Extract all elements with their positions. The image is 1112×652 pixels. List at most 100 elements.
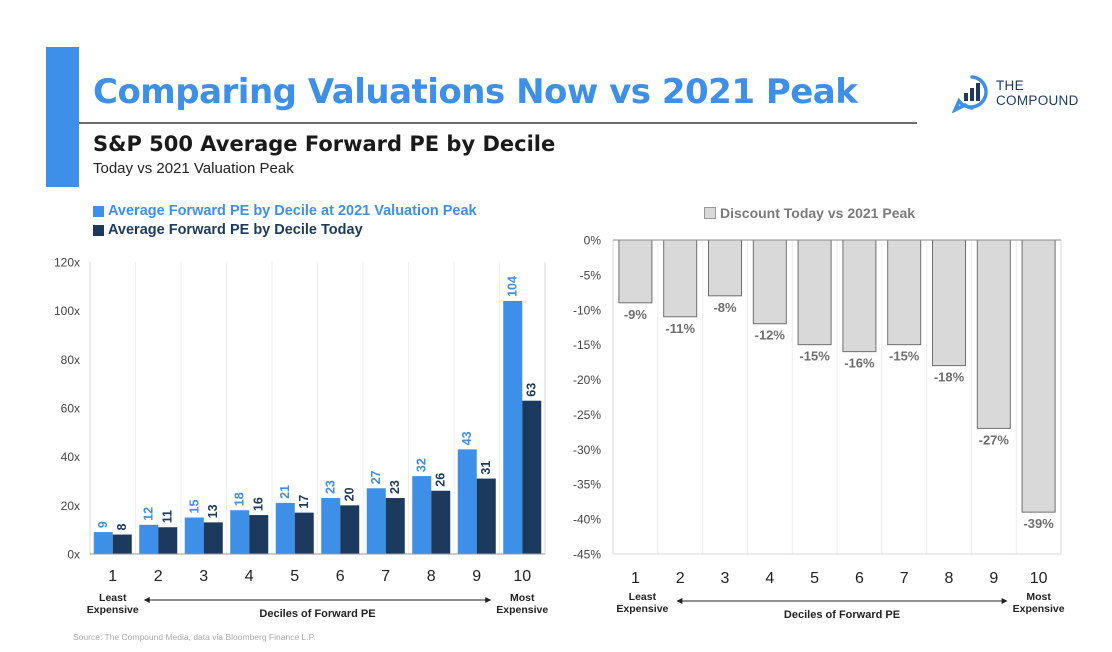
data-label-peak: 32: [415, 458, 429, 472]
y-tick-label: 120x: [54, 256, 80, 270]
data-label-today: 16: [252, 497, 266, 511]
bar-peak: [139, 524, 159, 554]
bar-today: [158, 527, 178, 554]
data-label-peak: 12: [142, 507, 156, 521]
bar-today: [203, 522, 223, 554]
x-tick-label: 5: [290, 568, 299, 585]
x-tick-label: 6: [336, 568, 345, 585]
data-label-today: 11: [161, 510, 175, 523]
x-start-label: Least: [629, 591, 657, 603]
data-label-discount: -16%: [844, 356, 875, 371]
logo-line-1: THE: [996, 78, 1024, 93]
data-label-peak: 23: [324, 480, 338, 494]
bar-discount: [797, 239, 832, 346]
x-tick-label: 4: [765, 570, 774, 587]
x-tick-label: 1: [631, 570, 640, 587]
x-tick-label: 3: [721, 570, 730, 587]
x-tick-label: 5: [810, 570, 819, 587]
the-compound-logo: THE COMPOUND: [952, 70, 1092, 116]
data-label-peak: 21: [278, 485, 292, 499]
data-label-discount: -8%: [713, 300, 737, 315]
data-label-discount: -15%: [889, 349, 920, 364]
bar-discount: [842, 239, 877, 353]
data-label-discount: -15%: [799, 349, 830, 364]
legend-label-today: Average Forward PE by Decile Today: [108, 222, 363, 238]
data-label-today: 20: [343, 487, 357, 501]
y-tick-label: -35%: [573, 478, 601, 492]
y-tick-label: 40x: [61, 450, 80, 464]
logo-line-2: COMPOUND: [996, 93, 1079, 108]
data-label-today: 13: [206, 504, 220, 518]
data-label-today: 63: [525, 383, 539, 397]
x-tick-label: 10: [1030, 570, 1048, 587]
data-label-discount: -12%: [755, 328, 786, 343]
x-tick-label: 4: [245, 568, 254, 585]
bar-today: [431, 490, 451, 554]
data-label-peak: 9: [96, 521, 110, 528]
y-tick-label: 100x: [54, 304, 80, 318]
y-tick-label: 80x: [61, 353, 80, 367]
bar-discount: [618, 239, 653, 304]
y-tick-label: 0x: [67, 548, 80, 562]
arrow-left-head: [676, 598, 683, 604]
title-divider: [79, 122, 917, 124]
x-tick-label: 10: [513, 568, 531, 585]
x-start-label: Expensive: [87, 604, 139, 616]
x-end-label: Expensive: [496, 604, 548, 616]
data-label-discount: -11%: [665, 321, 695, 336]
x-tick-label: 9: [989, 570, 998, 587]
bar-peak: [321, 498, 341, 554]
bar-peak: [457, 449, 477, 554]
data-label-today: 17: [297, 495, 311, 509]
bar-chart-chat-icon: [952, 75, 988, 113]
x-tick-label: 7: [900, 570, 909, 587]
bar-today: [522, 400, 542, 554]
x-end-label: Expensive: [1013, 603, 1065, 615]
data-label-today: 23: [388, 480, 402, 494]
y-tick-label: -15%: [573, 338, 601, 352]
data-label-peak: 27: [369, 470, 383, 484]
x-tick-label: 3: [199, 568, 208, 585]
legend-item-discount: Discount Today vs 2021 Peak: [704, 205, 915, 221]
bar-discount: [932, 239, 966, 367]
chart-description: Today vs 2021 Valuation Peak: [93, 160, 294, 177]
data-label-discount: -27%: [979, 432, 1010, 447]
arrow-right-head: [1001, 598, 1008, 604]
x-tick-label: 9: [472, 568, 481, 585]
bar-peak: [503, 300, 523, 554]
bar-today: [340, 505, 360, 554]
bar-discount: [752, 239, 787, 325]
bar-peak: [366, 488, 386, 554]
bar-today: [385, 498, 405, 554]
data-label-today: 8: [115, 524, 129, 531]
data-label-today: 26: [434, 473, 448, 487]
bar-discount: [663, 239, 698, 318]
x-axis-title: Deciles of Forward PE: [259, 608, 375, 620]
y-tick-label: -10%: [573, 303, 601, 317]
bar-today: [294, 512, 314, 554]
bar-today: [112, 534, 132, 554]
x-tick-label: 2: [154, 568, 163, 585]
x-axis-title: Deciles of Forward PE: [784, 609, 900, 621]
y-tick-label: 0%: [584, 234, 602, 248]
x-tick-label: 8: [427, 568, 436, 585]
data-label-peak: 15: [187, 500, 201, 514]
legend-item-peak: Average Forward PE by Decile at 2021 Val…: [93, 203, 477, 219]
source-note: Source: The Compound Media, data via Blo…: [73, 632, 316, 642]
legend-swatch-peak: [93, 205, 104, 217]
data-label-discount: -18%: [934, 370, 965, 385]
legend-label-discount: Discount Today vs 2021 Peak: [720, 205, 916, 221]
x-tick-label: 8: [945, 570, 954, 587]
arrow-right-head: [485, 597, 492, 603]
data-label-discount: -9%: [624, 307, 648, 322]
chart-subtitle: S&P 500 Average Forward PE by Decile: [93, 132, 556, 156]
y-tick-label: -40%: [573, 513, 601, 527]
x-start-label: Least: [99, 592, 127, 604]
bar-discount: [708, 239, 742, 297]
x-tick-label: 1: [108, 568, 117, 585]
logo-wordmark: THE COMPOUND: [996, 78, 1079, 108]
data-label-discount: -39%: [1023, 516, 1054, 531]
y-tick-label: -30%: [573, 443, 601, 457]
